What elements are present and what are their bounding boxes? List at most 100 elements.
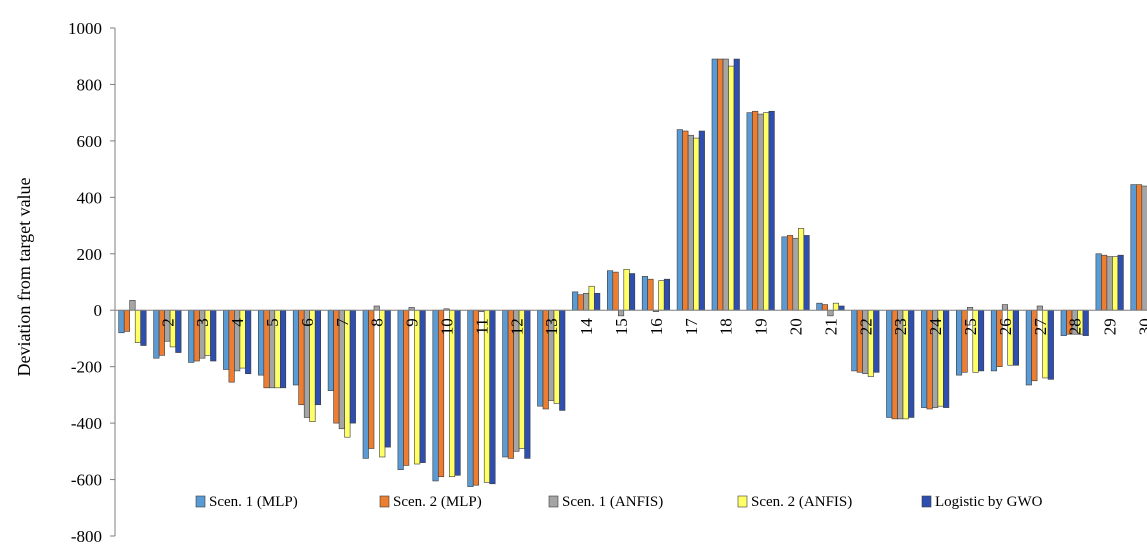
y-tick-label: 800: [77, 75, 103, 94]
x-category-label-4: 4: [228, 318, 247, 327]
y-tick-label: 200: [77, 245, 103, 264]
bar-5-9: [419, 309, 426, 463]
legend-swatch-2: [379, 495, 390, 508]
y-tick-label: -200: [71, 358, 102, 377]
bar-3-26: [1001, 304, 1009, 311]
bar-4-14: [588, 285, 595, 311]
y-axis-title: Deviation from target value: [14, 177, 34, 376]
bar-1-8: [362, 309, 369, 459]
bar-5-16: [663, 278, 671, 311]
x-category-label-22: 22: [856, 318, 875, 335]
bar-2-29: [1101, 254, 1108, 311]
bar-1-17: [676, 129, 683, 311]
legend-label-3: Scen. 1 (ANFIS): [562, 494, 663, 510]
bar-1-11: [467, 309, 474, 487]
bar-2-20: [786, 235, 794, 311]
bar-2-2: [158, 309, 165, 356]
bar-2-1: [123, 309, 130, 332]
x-category-label-12: 12: [507, 318, 526, 335]
bar-2-3: [193, 309, 200, 362]
x-category-label-3: 3: [193, 318, 212, 327]
bar-1-16: [641, 276, 649, 311]
bar-4-18: [728, 65, 735, 311]
bar-2-19: [752, 110, 759, 311]
bar-1-9: [397, 309, 404, 470]
bar-5-17: [698, 130, 705, 311]
legend-swatch-4: [737, 495, 748, 508]
bar-1-20: [781, 236, 788, 311]
bar-5-11: [489, 309, 496, 485]
x-category-label-8: 8: [368, 318, 387, 327]
bar-3-14: [583, 292, 590, 311]
bar-1-21: [816, 302, 823, 311]
bar-5-20: [803, 235, 810, 311]
bar-5-14: [594, 292, 601, 311]
bar-3-15: [617, 309, 625, 317]
bar-2-14: [577, 294, 584, 311]
bar-2-17: [682, 130, 689, 311]
bar-2-16: [647, 278, 654, 311]
y-tick-label: 600: [77, 132, 103, 151]
x-category-label-18: 18: [717, 318, 736, 335]
x-category-label-17: 17: [682, 318, 701, 336]
bars-layer: [118, 58, 1147, 487]
y-tick-label: -400: [71, 414, 102, 433]
bar-4-9: [414, 309, 421, 465]
bar-3-8: [373, 305, 380, 311]
y-tick-label: -800: [71, 527, 102, 544]
x-category-label-9: 9: [403, 318, 422, 327]
bar-5-3: [210, 309, 217, 362]
bar-5-2: [175, 309, 182, 353]
bar-2-8: [368, 309, 375, 449]
bar-5-18: [733, 58, 740, 311]
bar-3-29: [1106, 256, 1113, 311]
bar-5-1: [140, 309, 147, 346]
bar-2-11: [472, 309, 480, 486]
bar-5-15: [628, 273, 636, 311]
legend-label-4: Scen. 2 (ANFIS): [751, 494, 852, 510]
x-category-label-5: 5: [263, 318, 282, 327]
bar-1-14: [572, 291, 579, 311]
bar-4-19: [763, 112, 770, 311]
legend-swatch-1: [195, 495, 206, 508]
y-tick-label: 0: [94, 301, 103, 320]
bar-3-3: [199, 309, 206, 359]
bar-3-27: [1036, 305, 1043, 311]
x-category-label-2: 2: [158, 318, 177, 327]
bar-5-19: [768, 110, 775, 311]
x-category-label-25: 25: [961, 318, 980, 335]
bar-1-19: [746, 112, 753, 311]
legend-swatch-3: [548, 495, 559, 508]
bar-4-29: [1112, 256, 1119, 311]
bar-3-30: [1141, 185, 1147, 311]
y-tick-label: -600: [71, 471, 102, 490]
bar-1-18: [711, 58, 718, 311]
x-category-label-30: 30: [1136, 318, 1147, 335]
bar-3-7: [338, 309, 345, 430]
bar-2-9: [403, 309, 410, 466]
bar-5-8: [384, 309, 391, 448]
x-category-label-27: 27: [1031, 318, 1050, 336]
legend: Scen. 1 (MLP) Scen. 2 (MLP) Scen. 1 (ANFIS…: [195, 494, 1043, 510]
x-category-label-11: 11: [472, 318, 491, 334]
bar-2-30: [1136, 184, 1143, 311]
x-category-label-21: 21: [821, 318, 840, 335]
y-tick-label: 400: [77, 188, 103, 207]
bar-5-29: [1117, 254, 1124, 311]
x-category-label-20: 20: [787, 318, 806, 335]
x-category-label-7: 7: [333, 318, 352, 327]
bar-4-1: [134, 309, 141, 343]
bar-2-21: [821, 304, 829, 311]
x-category-label-10: 10: [438, 318, 457, 335]
bar-4-11: [483, 309, 491, 483]
bar-2-18: [717, 58, 724, 311]
bar-4-8: [379, 309, 386, 458]
x-category-label-19: 19: [752, 318, 771, 335]
x-category-label-14: 14: [577, 318, 596, 336]
bar-4-21: [832, 302, 840, 311]
bar-1-1: [118, 309, 125, 334]
x-category-label-6: 6: [298, 318, 317, 327]
bar-4-2: [169, 309, 176, 348]
